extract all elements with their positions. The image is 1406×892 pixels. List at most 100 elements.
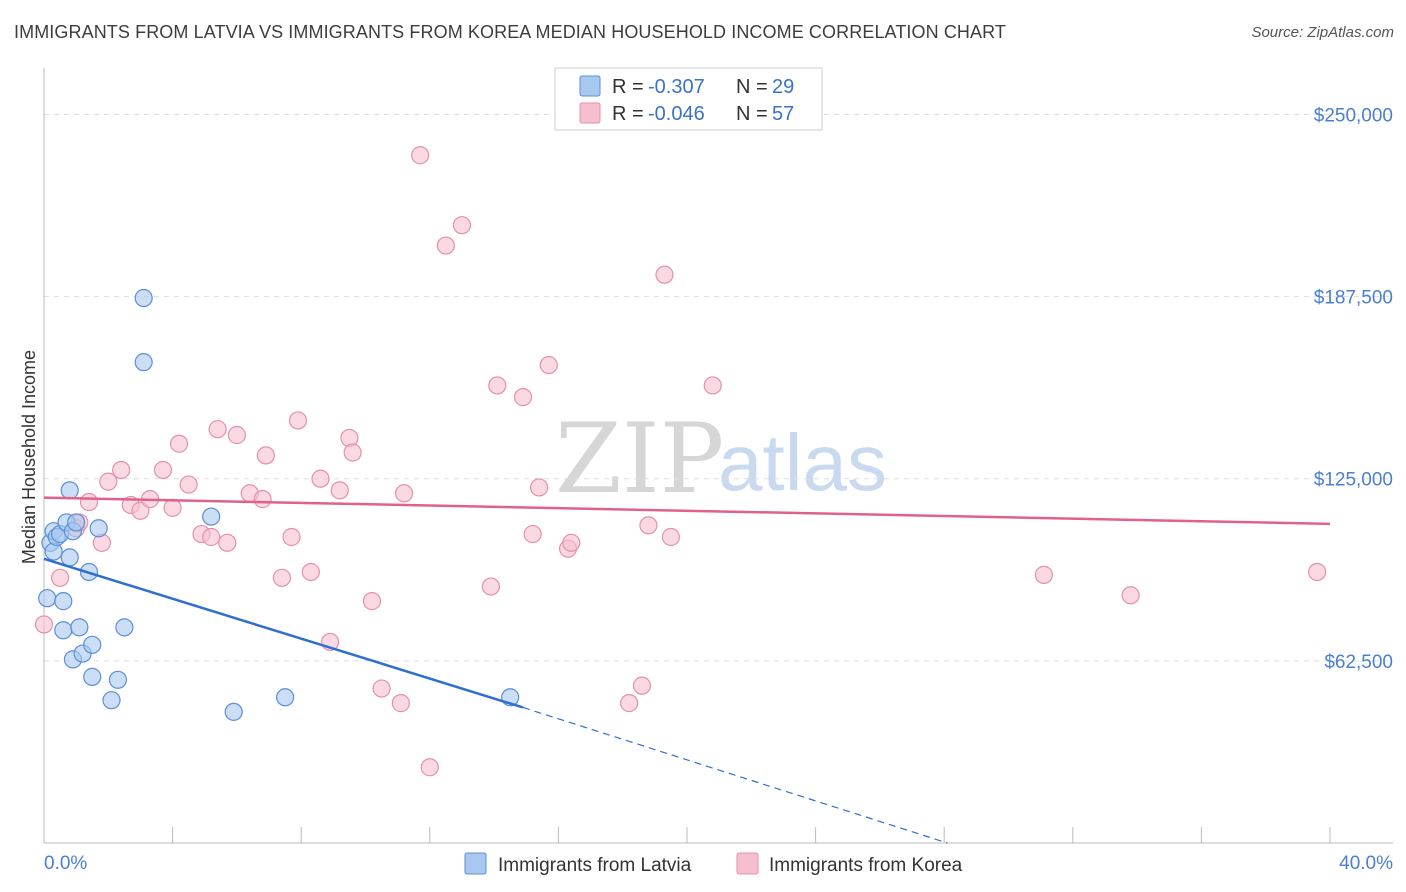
latvia-point bbox=[108, 670, 128, 689]
legend-n-label-latvia: N = bbox=[736, 76, 768, 98]
series-legend: Immigrants from Latvia Immigrants from K… bbox=[464, 852, 963, 876]
watermark-atlas: atlas bbox=[718, 418, 887, 507]
x-tick-label-min: 0.0% bbox=[44, 853, 87, 874]
korea-point bbox=[282, 527, 301, 547]
korea-point bbox=[272, 568, 292, 587]
legend-n-value-korea: 57 bbox=[772, 103, 794, 125]
grid-lines bbox=[44, 113, 1393, 662]
latvia-point bbox=[83, 635, 102, 654]
chart-title: IMMIGRANTS FROM LATVIA VS IMMIGRANTS FRO… bbox=[14, 22, 1006, 42]
legend-swatch-latvia bbox=[579, 75, 601, 97]
bottom-legend-label-korea: Immigrants from Korea bbox=[769, 855, 963, 876]
korea-point bbox=[372, 679, 391, 698]
legend-r-label-korea: R = bbox=[612, 103, 644, 125]
latvia-point bbox=[134, 288, 153, 308]
korea-point bbox=[391, 694, 410, 713]
korea-point bbox=[523, 524, 542, 544]
korea-point bbox=[1308, 562, 1327, 582]
axes bbox=[43, 68, 1393, 844]
y-tick-label: $125,000 bbox=[1314, 470, 1393, 491]
korea-point bbox=[227, 425, 246, 445]
korea-point bbox=[99, 472, 118, 491]
korea-point bbox=[1034, 565, 1053, 584]
latvia-point bbox=[54, 621, 73, 640]
korea-point bbox=[34, 615, 54, 634]
korea-point bbox=[50, 568, 70, 587]
korea-point bbox=[79, 492, 99, 512]
korea-point bbox=[513, 388, 533, 407]
korea-point bbox=[301, 562, 320, 582]
korea-point bbox=[1121, 586, 1140, 605]
korea-point bbox=[362, 592, 382, 611]
korea-point bbox=[208, 420, 227, 439]
korea-point bbox=[488, 376, 507, 395]
watermark: ZIP atlas bbox=[555, 403, 887, 515]
korea-point bbox=[411, 146, 430, 165]
source-credit: Source: ZipAtlas.com bbox=[1251, 24, 1394, 41]
latvia-point bbox=[276, 688, 295, 707]
korea-point bbox=[288, 411, 308, 430]
bottom-legend-label-latvia: Immigrants from Latvia bbox=[498, 855, 692, 876]
korea-point bbox=[163, 498, 182, 517]
latvia-trend-extension bbox=[522, 706, 948, 844]
korea-point bbox=[253, 490, 272, 509]
latvia-point bbox=[83, 667, 102, 686]
korea-point bbox=[562, 533, 581, 552]
y-axis-title: Median Household Income bbox=[19, 350, 39, 564]
latvia-point bbox=[67, 513, 86, 532]
korea-point bbox=[394, 484, 414, 503]
korea-point bbox=[655, 265, 674, 284]
korea-point bbox=[218, 533, 237, 552]
korea-point bbox=[256, 446, 275, 465]
x-tick-labels: 0.0% 40.0% bbox=[44, 853, 1393, 874]
legend-r-value-korea: -0.046 bbox=[648, 103, 705, 125]
korea-point bbox=[539, 355, 558, 375]
korea-point bbox=[112, 460, 131, 480]
korea-point bbox=[436, 236, 455, 255]
latvia-point bbox=[89, 519, 108, 538]
korea-point bbox=[153, 460, 173, 480]
korea-point bbox=[311, 469, 330, 488]
korea-point bbox=[661, 527, 681, 547]
korea-trend-line bbox=[43, 496, 1331, 526]
trend-lines bbox=[43, 496, 1331, 844]
korea-point bbox=[530, 478, 549, 497]
latvia-point bbox=[102, 691, 121, 710]
legend-r-label-latvia: R = bbox=[612, 76, 644, 98]
latvia-point bbox=[38, 589, 57, 608]
korea-point bbox=[639, 516, 658, 535]
legend-n-label-korea: N = bbox=[736, 103, 768, 125]
legend-r-value-latvia: -0.307 bbox=[648, 76, 705, 98]
y-tick-label: $187,500 bbox=[1314, 288, 1393, 309]
latvia-point bbox=[115, 618, 134, 637]
bottom-legend-swatch-latvia bbox=[464, 852, 487, 875]
korea-point bbox=[703, 376, 722, 395]
latvia-point bbox=[54, 592, 73, 611]
latvia-point bbox=[60, 548, 79, 567]
latvia-point bbox=[224, 702, 243, 721]
bottom-legend-swatch-korea bbox=[736, 852, 759, 875]
latvia-trend-line bbox=[43, 557, 524, 709]
x-tick-label-max: 40.0% bbox=[1339, 853, 1393, 874]
latvia-point bbox=[202, 507, 221, 526]
watermark-zip: ZIP bbox=[555, 403, 724, 515]
korea-point bbox=[632, 676, 652, 695]
latvia-points bbox=[38, 288, 520, 721]
y-tick-labels: $62,500 $125,000 $187,500 $250,000 bbox=[1314, 105, 1393, 672]
y-tick-label: $250,000 bbox=[1314, 105, 1393, 126]
korea-points bbox=[34, 146, 1327, 777]
korea-point bbox=[343, 443, 362, 462]
y-tick-label: $62,500 bbox=[1324, 652, 1393, 673]
korea-point bbox=[169, 434, 189, 453]
latvia-point bbox=[70, 618, 89, 637]
latvia-point bbox=[134, 353, 153, 372]
correlation-legend: R = -0.307 N = 29 R = -0.046 N = 57 bbox=[554, 67, 823, 131]
korea-point bbox=[131, 501, 150, 520]
legend-n-value-latvia: 29 bbox=[772, 76, 794, 98]
legend-swatch-korea bbox=[579, 102, 601, 124]
korea-point bbox=[481, 577, 500, 596]
korea-point bbox=[420, 758, 439, 777]
korea-point bbox=[452, 216, 472, 235]
korea-point bbox=[179, 475, 198, 494]
